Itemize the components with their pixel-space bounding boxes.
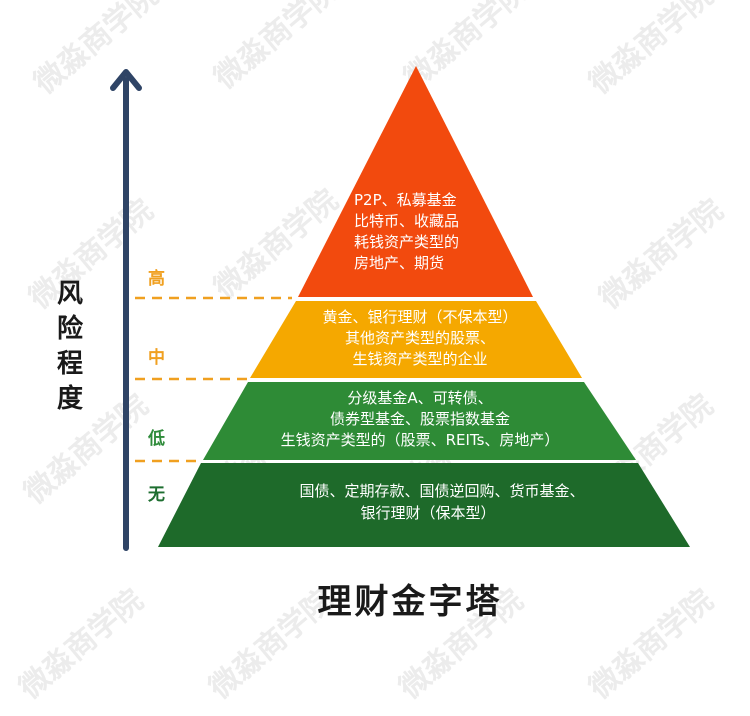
tier-text-line: 生钱资产类型的企业 <box>352 350 487 368</box>
tier-text-line: 银行理财（保本型） <box>360 504 495 522</box>
tier-medium-text: 黄金、银行理财（不保本型） 其他资产类型的股票、 生钱资产类型的企业 <box>322 308 517 368</box>
tier-text-line: 耗钱资产类型的 <box>354 233 459 251</box>
watermark: 微淼商学院 <box>582 0 720 102</box>
level-label-none: 无 <box>147 485 165 505</box>
level-label-high: 高 <box>148 268 165 289</box>
tier-text-line: 房地产、期货 <box>354 254 444 272</box>
tier-medium <box>250 301 582 378</box>
watermark: 微淼商学院 <box>27 0 165 102</box>
tier-none <box>158 463 690 547</box>
tier-text-line: 国债、定期存款、国债逆回购、货币基金、 <box>299 482 584 500</box>
risk-axis <box>110 69 142 551</box>
watermark: 微淼商学院 <box>592 193 730 317</box>
tier-high <box>298 66 533 297</box>
tier-text-line: 债券型基金、股票指数基金 <box>330 410 510 428</box>
tier-text-line: 生钱资产类型的（股票、REITs、房地产） <box>281 431 560 449</box>
tier-text-line: 黄金、银行理财（不保本型） <box>322 308 517 326</box>
tier-none-text: 国债、定期存款、国债逆回购、货币基金、 银行理财（保本型） <box>299 482 584 522</box>
tier-low-text: 分级基金A、可转债、 债券型基金、股票指数基金 生钱资产类型的（股票、REITs… <box>281 389 560 449</box>
level-label-low: 低 <box>147 428 165 449</box>
axis-title-char: 风 <box>57 279 83 309</box>
page-title: 理财金字塔 <box>318 582 503 622</box>
tier-text-line: P2P、私募基金 <box>354 191 457 209</box>
tier-text-line: 分级基金A、可转债、 <box>347 389 492 407</box>
axis-title-char: 险 <box>57 313 84 344</box>
watermark: 微淼商学院 <box>582 583 720 707</box>
tier-text-line: 比特币、收藏品 <box>354 212 459 230</box>
tier-high-text: P2P、私募基金 比特币、收藏品 耗钱资产类型的 房地产、期货 <box>354 191 459 272</box>
axis-title-char: 度 <box>57 383 83 414</box>
watermark: 微淼商学院 <box>17 388 155 512</box>
axis-title-char: 程 <box>57 349 83 379</box>
arrow-up-icon <box>110 69 142 91</box>
tier-low <box>203 382 636 460</box>
watermark: 微淼商学院 <box>12 583 150 707</box>
level-label-medium: 中 <box>148 347 165 368</box>
axis-title: 风 险 程 度 <box>57 279 84 414</box>
tier-text-line: 其他资产类型的股票、 <box>345 329 495 347</box>
watermark: 微淼商学院 <box>207 0 345 97</box>
